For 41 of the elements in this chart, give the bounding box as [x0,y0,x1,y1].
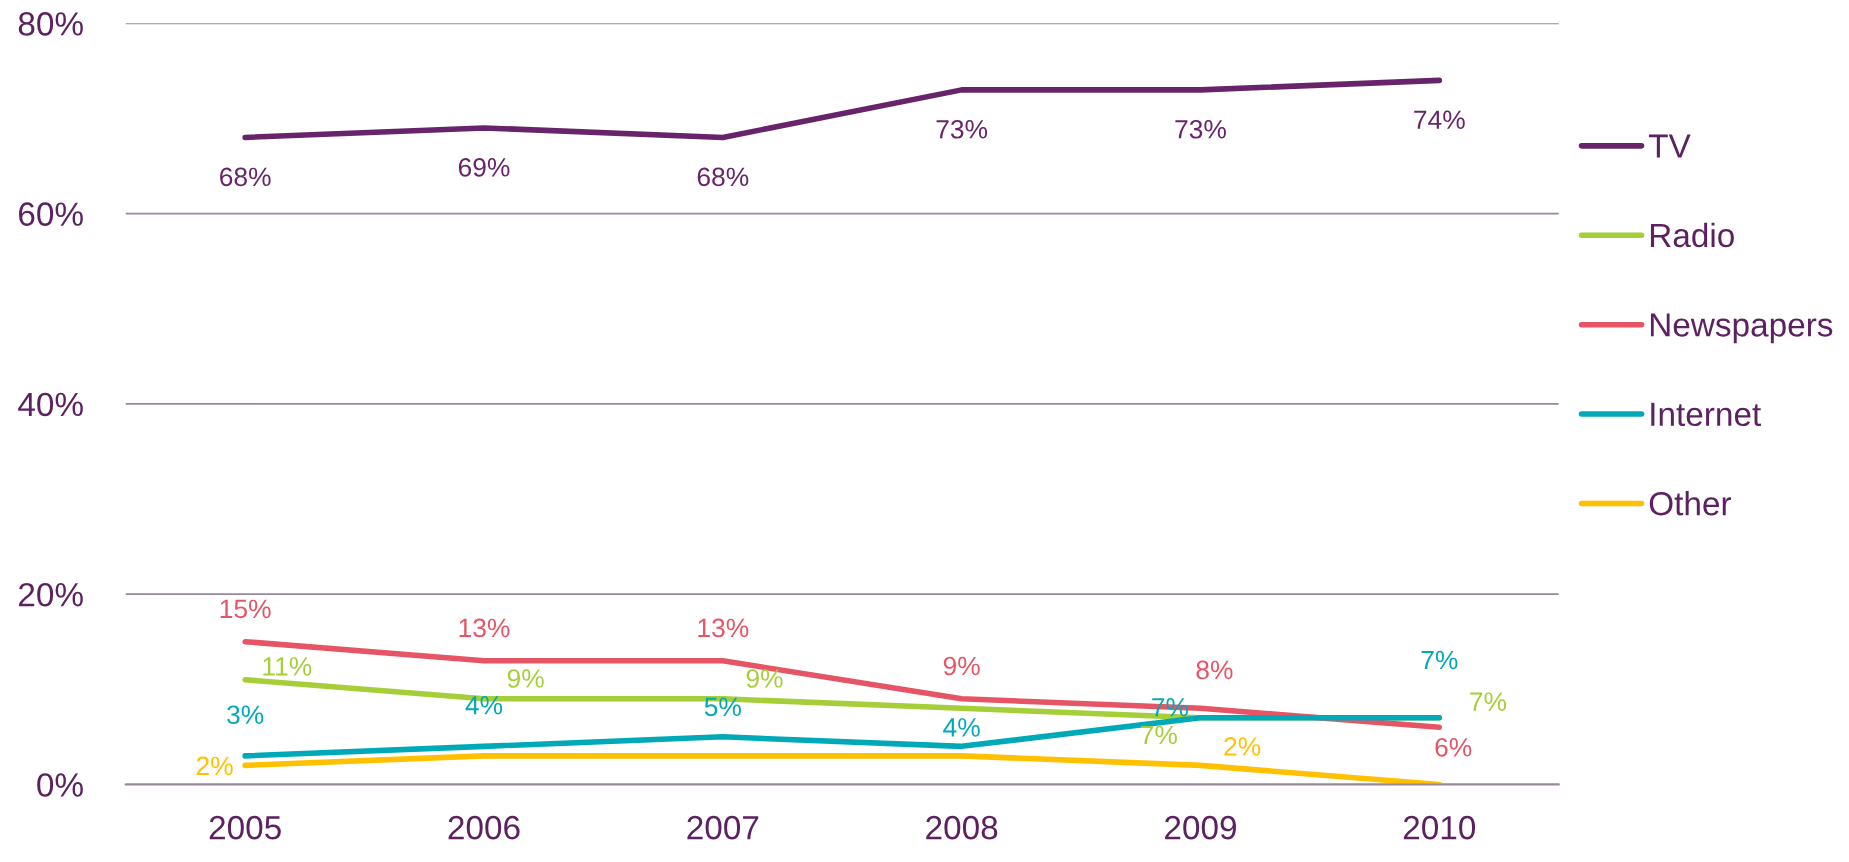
data-label: 7% [1421,650,1458,670]
data-label: 7% [1470,692,1507,711]
legend-label: Radio [1650,222,1734,248]
data-label: 69% [458,158,510,177]
data-label: 7% [1152,698,1189,717]
data-label: 73% [936,119,988,139]
data-label: 7% [1141,725,1177,745]
x-tick-label: 2007 [687,815,759,840]
data-label: 11% [263,657,312,676]
y-tick-label: 60% [19,202,83,226]
legend-label: TV [1648,134,1691,158]
data-label: 13% [459,618,510,638]
data-label: 9% [746,669,783,688]
data-label: 2% [1224,737,1261,756]
data-label: 6% [1435,737,1472,757]
y-tick-label: 20% [19,582,83,607]
data-label: 9% [943,656,980,676]
data-label: 2% [196,756,233,776]
data-label: 5% [704,697,741,717]
x-tick-label: 2006 [448,815,520,840]
x-tick-label: 2009 [1165,815,1236,840]
x-tick-label: 2005 [209,815,281,840]
legend-label: Newspapers [1650,313,1833,344]
legend-label: Internet [1651,402,1761,427]
data-label: 3% [227,705,264,725]
data-label: 15% [220,599,271,619]
y-tick-label: 0% [37,773,83,797]
y-tick-label: 80% [18,12,83,36]
legend-label: Other [1649,491,1732,516]
data-label: 68% [220,167,271,187]
y-tick-label: 40% [18,392,83,417]
data-label: 74% [1414,110,1465,130]
data-label: 4% [465,695,503,715]
data-label: 73% [1175,119,1226,139]
data-label: 9% [507,669,544,688]
x-tick-label: 2008 [926,815,998,840]
data-label: 4% [943,718,980,737]
data-label: 68% [697,167,749,187]
data-label: 13% [698,618,749,638]
data-label: 8% [1196,660,1233,680]
x-tick-label: 2010 [1403,815,1476,840]
